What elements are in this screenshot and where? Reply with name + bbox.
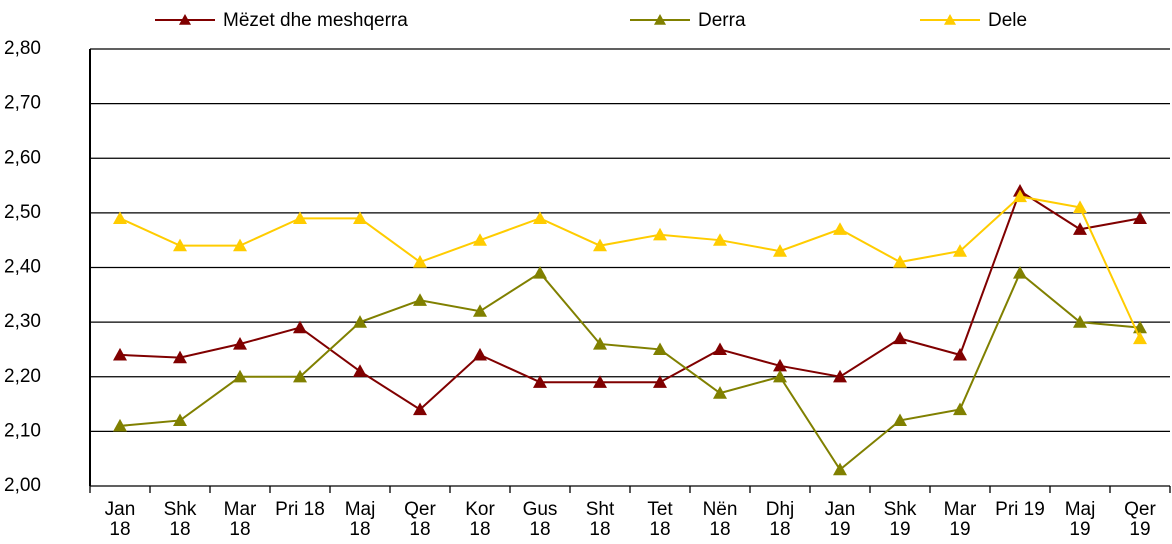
marker [113,418,127,432]
marker [473,304,487,317]
marker [233,238,247,252]
marker [353,364,367,377]
marker [713,386,727,399]
marker [953,402,967,416]
x-tick-label: Qer 18 [404,499,436,540]
marker [533,265,547,279]
marker [293,320,307,334]
series-line [119,189,1141,411]
x-tick-label: Dhj 18 [765,499,795,540]
series-line [119,271,1141,472]
marker [833,369,847,383]
legend-marker [944,14,956,25]
x-tick-label: Sht 18 [585,499,615,540]
marker [233,336,247,350]
marker [413,402,427,416]
marker [653,227,667,241]
marker [113,211,127,224]
series-line [119,195,1141,339]
x-tick-label: Tet 18 [647,499,673,540]
marker [833,222,847,235]
marker [953,244,967,257]
marker [1073,200,1087,214]
marker [593,375,607,388]
y-tick-label: 2,00 [4,475,41,496]
legend-label: Mëzet dhe meshqerra [223,10,408,31]
y-tick-label: 2,60 [4,147,41,168]
y-tick-label: 2,40 [4,257,41,278]
marker [1133,211,1147,224]
marker [893,331,907,345]
marker [113,347,127,361]
y-tick-label: 2,30 [4,311,41,332]
marker [773,369,787,383]
marker [653,342,667,356]
y-tick-label: 2,20 [4,366,41,387]
x-tick-label: Shk 19 [883,499,917,540]
marker [353,315,367,328]
x-tick-label: Pri 19 [995,499,1045,520]
marker [953,347,967,361]
marker [173,413,187,427]
marker [593,336,607,350]
y-tick-label: 2,80 [4,38,41,59]
x-tick-label: Kor 18 [465,499,495,540]
marker [1013,265,1027,279]
legend-marker [179,14,191,25]
marker [533,211,547,224]
x-tick-label: Maj 19 [1064,499,1096,540]
marker [173,350,187,364]
marker [773,358,787,372]
marker [413,293,427,306]
legend-label: Dele [988,10,1027,31]
marker [1073,222,1087,235]
x-tick-label: Maj 18 [344,499,376,540]
x-tick-label: Gus 18 [522,499,558,540]
marker [473,233,487,246]
x-tick-label: Jan 18 [104,499,136,540]
marker [233,369,247,383]
marker [1133,331,1147,345]
marker [893,413,907,427]
legend-marker [654,14,666,25]
x-tick-label: Pri 18 [275,499,325,520]
marker [173,238,187,252]
marker [593,238,607,252]
x-tick-label: Mar 19 [943,499,977,540]
x-tick-label: Qer 19 [1124,499,1156,540]
y-tick-label: 2,70 [4,93,41,114]
marker [353,211,367,224]
marker [473,347,487,361]
marker [1013,189,1027,203]
marker [1073,315,1087,328]
x-tick-label: Jan 19 [824,499,856,540]
marker [533,375,547,388]
marker [293,369,307,383]
x-tick-label: Nën 18 [702,499,738,540]
marker [713,342,727,356]
marker [773,244,787,257]
marker [893,255,907,268]
marker [293,211,307,224]
marker [713,233,727,246]
legend-label: Derra [698,10,746,31]
x-tick-label: Shk 18 [163,499,197,540]
marker [413,255,427,268]
y-tick-label: 2,10 [4,420,41,441]
marker [833,462,847,476]
x-tick-label: Mar 18 [223,499,257,540]
marker [653,375,667,388]
y-tick-label: 2,50 [4,202,41,223]
